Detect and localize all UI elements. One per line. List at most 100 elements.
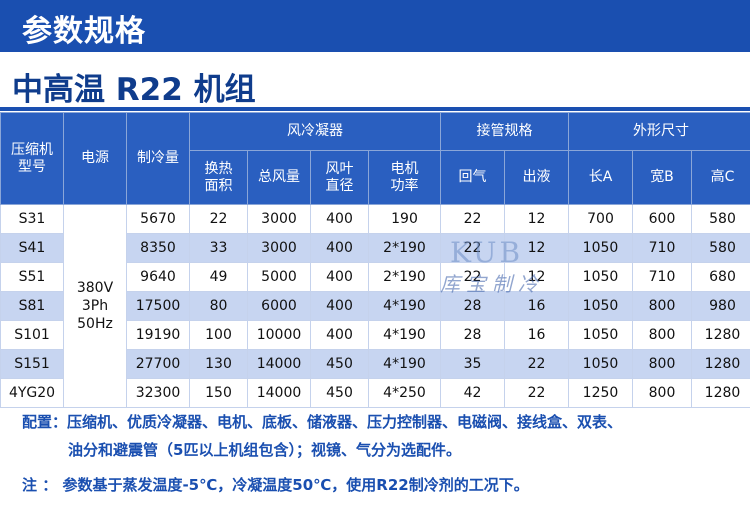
cell-liquid: 22 — [504, 378, 569, 408]
cell-model: S151 — [0, 349, 64, 379]
cell-height: 580 — [691, 204, 750, 234]
cell-return: 35 — [440, 349, 505, 379]
cell-capacity: 32300 — [126, 378, 190, 408]
cell-airflow: 10000 — [247, 320, 311, 350]
cell-width: 600 — [632, 204, 692, 234]
cell-return: 28 — [440, 291, 505, 321]
cell-capacity: 19190 — [126, 320, 190, 350]
header-dimensions: 外形尺寸 — [568, 112, 750, 151]
header-model: 压缩机 型号 — [0, 112, 64, 205]
cell-model: S101 — [0, 320, 64, 350]
cell-width: 800 — [632, 320, 692, 350]
cell-return: 22 — [440, 233, 505, 263]
cell-airflow: 3000 — [247, 204, 311, 234]
cell-motor: 2*190 — [368, 233, 441, 263]
cell-fan: 400 — [310, 204, 369, 234]
header-fan-diameter: 风叶 直径 — [310, 150, 369, 205]
cell-motor: 190 — [368, 204, 441, 234]
cell-model: S51 — [0, 262, 64, 292]
cell-motor: 4*250 — [368, 378, 441, 408]
notes: 配置：压缩机、优质冷凝器、电机、底板、储液器、压力控制器、电磁阀、接线盒、双表、… — [22, 408, 742, 499]
cell-airflow: 14000 — [247, 378, 311, 408]
cell-fan: 450 — [310, 378, 369, 408]
header-height: 高C — [691, 150, 750, 205]
cell-motor: 4*190 — [368, 320, 441, 350]
section-title: 中高温 R22 机组 — [12, 72, 256, 108]
cell-length: 1050 — [568, 291, 633, 321]
spec-table: 压缩机 型号 电源 制冷量 风冷凝器 接管规格 外形尺寸 换热 面积 总风量 风… — [0, 112, 750, 408]
header-heat-area: 换热 面积 — [189, 150, 248, 205]
cell-capacity: 9640 — [126, 262, 190, 292]
cell-height: 1280 — [691, 378, 750, 408]
header-pipe: 接管规格 — [440, 112, 569, 151]
cell-model: S41 — [0, 233, 64, 263]
title-divider — [0, 107, 750, 111]
cell-return: 22 — [440, 204, 505, 234]
cell-area: 33 — [189, 233, 248, 263]
cell-width: 710 — [632, 233, 692, 263]
cell-airflow: 3000 — [247, 233, 311, 263]
cell-fan: 450 — [310, 349, 369, 379]
cell-motor: 4*190 — [368, 349, 441, 379]
cell-capacity: 8350 — [126, 233, 190, 263]
cell-area: 80 — [189, 291, 248, 321]
cell-height: 1280 — [691, 320, 750, 350]
cell-length: 1050 — [568, 233, 633, 263]
cell-fan: 400 — [310, 262, 369, 292]
cell-length: 1050 — [568, 349, 633, 379]
header-motor-power: 电机 功率 — [368, 150, 441, 205]
cell-width: 710 — [632, 262, 692, 292]
config-note-line-1: 配置：压缩机、优质冷凝器、电机、底板、储液器、压力控制器、电磁阀、接线盒、双表、 — [22, 413, 623, 431]
cell-fan: 400 — [310, 320, 369, 350]
cell-capacity: 27700 — [126, 349, 190, 379]
cell-area: 100 — [189, 320, 248, 350]
header-condenser: 风冷凝器 — [189, 112, 441, 151]
cell-return: 28 — [440, 320, 505, 350]
cell-liquid: 22 — [504, 349, 569, 379]
cell-width: 800 — [632, 349, 692, 379]
cell-airflow: 5000 — [247, 262, 311, 292]
header-width: 宽B — [632, 150, 692, 205]
conditions-note: 注 ： 参数基于蒸发温度-5℃，冷凝温度50℃，使用R22制冷剂的工况下。 — [22, 476, 529, 494]
cell-liquid: 16 — [504, 291, 569, 321]
cell-return: 42 — [440, 378, 505, 408]
cell-liquid: 12 — [504, 204, 569, 234]
cell-area: 150 — [189, 378, 248, 408]
cell-liquid: 12 — [504, 233, 569, 263]
cell-liquid: 12 — [504, 262, 569, 292]
header-banner: 参数规格 — [0, 0, 750, 52]
cell-fan: 400 — [310, 233, 369, 263]
cell-area: 49 — [189, 262, 248, 292]
cell-width: 800 — [632, 378, 692, 408]
cell-model: S31 — [0, 204, 64, 234]
cell-width: 800 — [632, 291, 692, 321]
config-note-line-2: 油分和避震管（5匹以上机组包含）；视镜、气分为选配件。 — [68, 441, 461, 459]
cell-capacity: 17500 — [126, 291, 190, 321]
cell-fan: 400 — [310, 291, 369, 321]
cell-height: 1280 — [691, 349, 750, 379]
cell-capacity: 5670 — [126, 204, 190, 234]
table-row: S51 9640 49 5000 400 2*190 22 12 1050 71… — [0, 262, 750, 292]
cell-airflow: 14000 — [247, 349, 311, 379]
cell-length: 1250 — [568, 378, 633, 408]
cell-height: 680 — [691, 262, 750, 292]
cell-motor: 2*190 — [368, 262, 441, 292]
header-capacity: 制冷量 — [126, 112, 190, 205]
table-row: S31 380V 3Ph 50Hz 5670 22 3000 400 190 2… — [0, 204, 750, 408]
cell-model: 4YG20 — [0, 378, 64, 408]
table-row: S81 17500 80 6000 400 4*190 28 16 1050 8… — [0, 291, 750, 321]
cell-length: 700 — [568, 204, 633, 234]
cell-power: 380V 3Ph 50Hz — [63, 204, 127, 408]
header-airflow: 总风量 — [247, 150, 311, 205]
header-liquid-out: 出液 — [504, 150, 569, 205]
cell-motor: 4*190 — [368, 291, 441, 321]
header-return-gas: 回气 — [440, 150, 505, 205]
table-row: S41 8350 33 3000 400 2*190 22 12 1050 71… — [0, 233, 750, 263]
header-power: 电源 — [63, 112, 127, 205]
cell-return: 22 — [440, 262, 505, 292]
cell-area: 22 — [189, 204, 248, 234]
cell-area: 130 — [189, 349, 248, 379]
cell-length: 1050 — [568, 320, 633, 350]
cell-height: 980 — [691, 291, 750, 321]
cell-height: 580 — [691, 233, 750, 263]
